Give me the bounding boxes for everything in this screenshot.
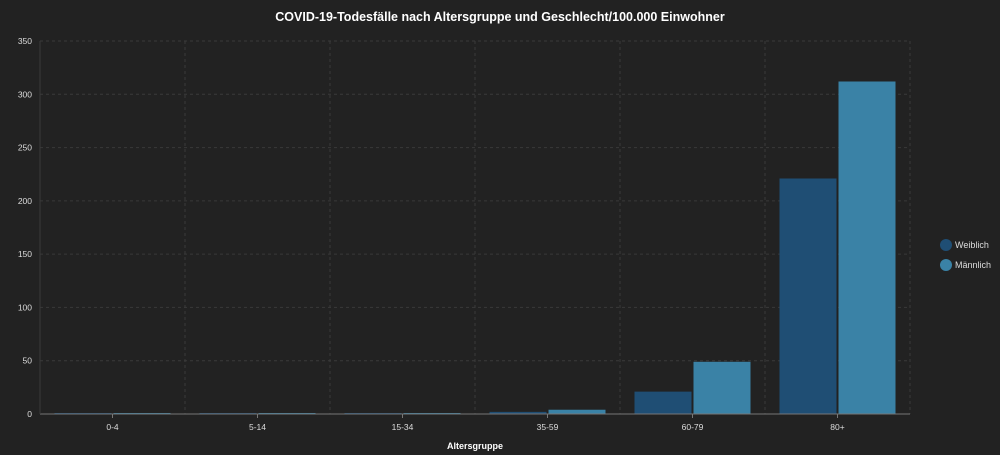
legend: Weiblich Männlich [940, 235, 991, 275]
chart-title: COVID-19-Todesfälle nach Altersgruppe un… [275, 10, 725, 24]
x-axis-title: Altersgruppe [447, 441, 503, 451]
x-tick-label: 35-59 [537, 422, 559, 432]
bar-weiblich [634, 391, 692, 414]
x-tick-label: 15-34 [392, 422, 414, 432]
y-tick-label: 250 [18, 143, 32, 153]
y-tick-label: 350 [18, 36, 32, 46]
legend-item-maennlich[interactable]: Männlich [940, 255, 991, 275]
legend-label: Weiblich [955, 240, 989, 250]
x-tick-label: 5-14 [249, 422, 266, 432]
bar-männlich [548, 409, 606, 414]
legend-label: Männlich [955, 260, 992, 270]
bar-männlich [693, 361, 751, 414]
y-tick-label: 300 [18, 89, 32, 99]
y-tick-label: 100 [18, 302, 32, 312]
x-tick-label: 60-79 [682, 422, 704, 432]
legend-item-weiblich[interactable]: Weiblich [940, 235, 991, 255]
legend-marker [940, 239, 952, 251]
y-tick-label: 200 [18, 196, 32, 206]
y-tick-label: 50 [23, 356, 33, 366]
x-tick-label: 80+ [830, 422, 844, 432]
bar-weiblich [779, 178, 837, 414]
y-tick-label: 0 [27, 409, 32, 419]
bar-weiblich [489, 411, 547, 414]
y-tick-label: 150 [18, 249, 32, 259]
bar-männlich [838, 81, 896, 415]
legend-marker [940, 259, 952, 271]
x-tick-label: 0-4 [106, 422, 119, 432]
